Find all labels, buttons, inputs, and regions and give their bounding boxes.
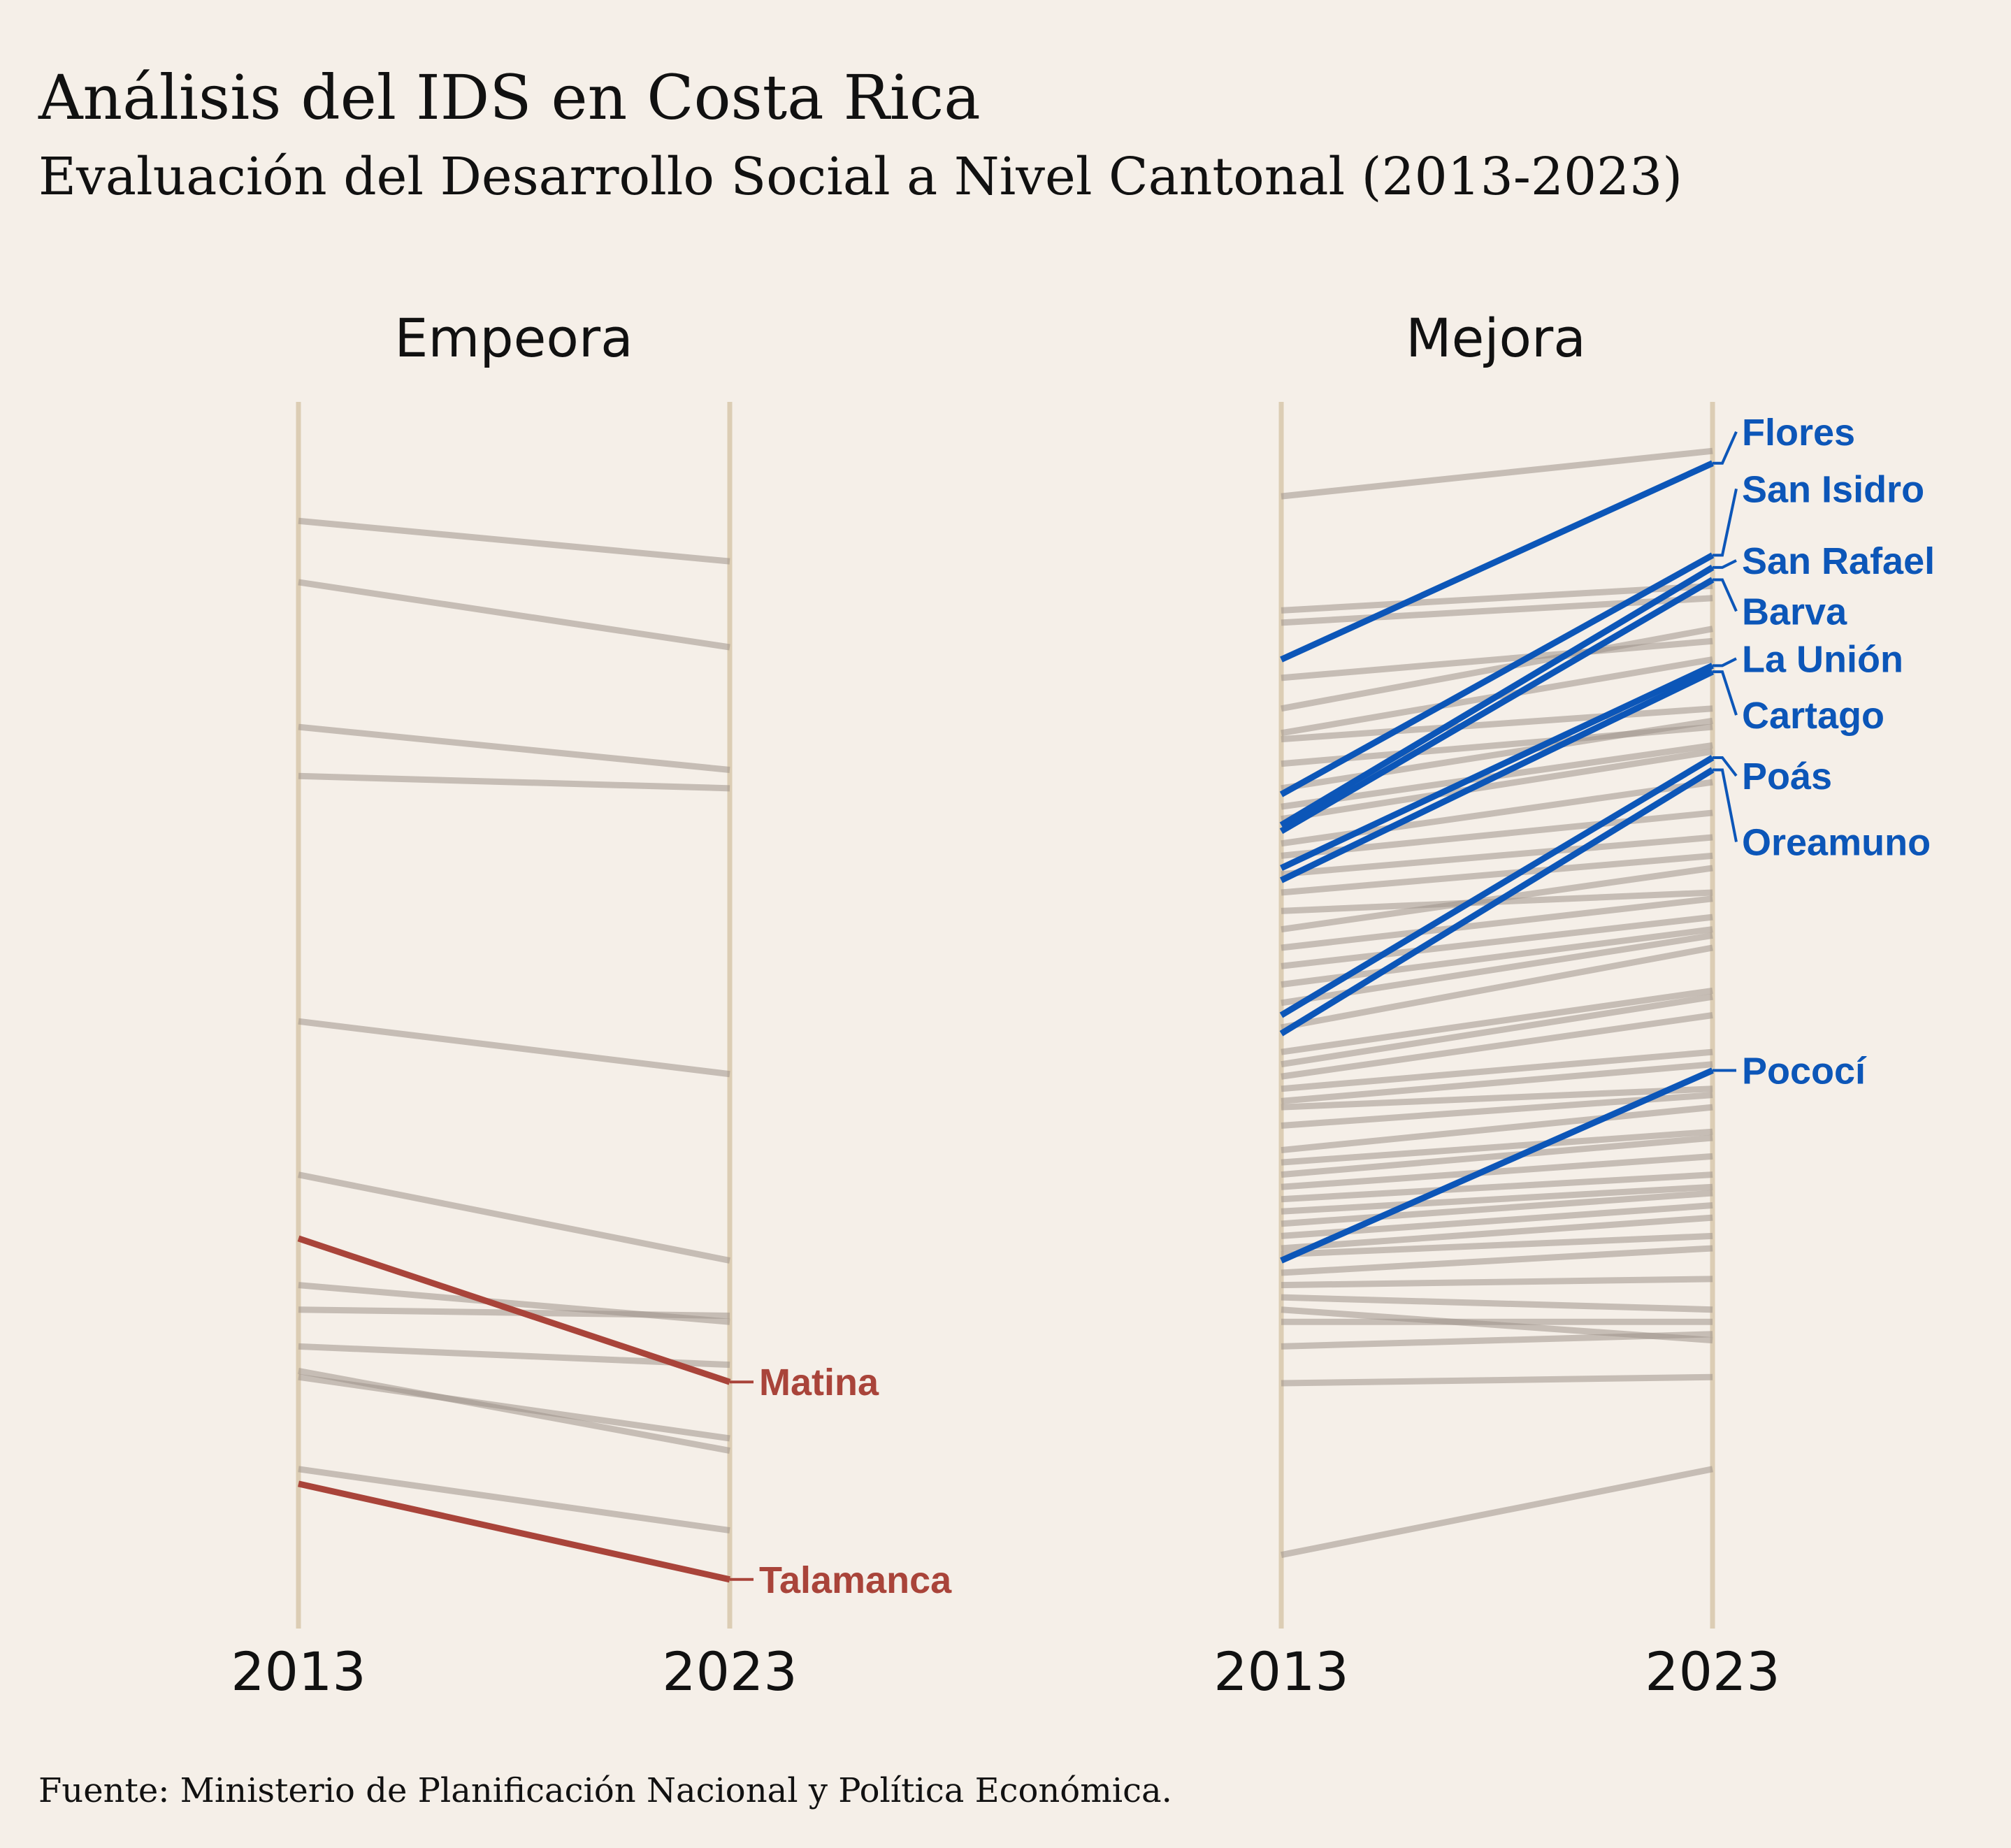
canton-line-empeora-3 [298,723,730,773]
canton-line-mejora-4 [1281,637,1713,681]
label-talamanca: Talamanca [759,1559,952,1601]
axes [296,402,1715,1629]
canton-line-empeora-1 [298,517,730,565]
x-tick-2023-left: 2023 [662,1640,797,1703]
canton-line-empeora-5 [298,1018,730,1078]
x-tick-2013-left: 2013 [231,1640,366,1703]
canton-line-mejora-25 [1281,1012,1713,1080]
canton-line-mejora-23 [1281,987,1713,1055]
canton-line-mejora-14 [1281,834,1713,878]
label-leader-poas [1713,756,1738,777]
highlight-line-san-rafael [1279,565,1715,828]
label-leader-cartago [1713,670,1738,716]
canton-line-mejora-32 [1281,1134,1713,1178]
canton-line-mejora-9 [1281,717,1713,792]
highlight-line-oreamuno [1279,767,1715,1037]
label-barva: Barva [1742,591,1847,633]
canton-line-mejora-11 [1281,748,1713,823]
highlight-line-talamanca [298,1480,730,1583]
canton-line-mejora-19 [1281,914,1713,969]
label-san-isidro: San Isidro [1742,468,1924,510]
label-leader-oreamuno [1713,768,1738,842]
highlight-line-poas [1279,755,1715,1018]
label-cartago: Cartago [1742,695,1884,737]
canton-line-mejora-30 [1281,1104,1713,1154]
canton-line-empeora-9 [298,1343,730,1369]
canton-line-empeora-4 [298,772,730,792]
canton-line-mejora-38 [1281,1214,1713,1252]
canton-line-mejora-7 [1281,705,1713,743]
label-flores: Flores [1742,412,1855,454]
canton-line-mejora-46 [1281,1373,1713,1387]
label-oreamuno: Oreamuno [1742,822,1931,864]
highlight-line-la-union [1280,663,1714,871]
canton-line-empeora-2 [298,579,730,651]
canton-line-mejora-5 [1281,626,1713,712]
canton-line-empeora-11 [298,1373,730,1442]
canton-line-mejora-18 [1281,895,1713,951]
chart-subtitle: Evaluación del Desarrollo Social a Nivel… [38,147,1682,207]
canton-line-mejora-15 [1281,852,1713,896]
label-leader-la-union [1713,657,1737,667]
line-labels: Matina Talamanca Flores San Isidro San Rafae… [730,412,1935,1601]
canton-line-mejora-28 [1281,1085,1713,1111]
canton-line-empeora-6 [298,1171,730,1264]
panel-title-empeora: Empeora [394,307,633,369]
canton-line-mejora-42 [1281,1294,1713,1313]
canton-line-mejora-34 [1281,1171,1713,1203]
label-matina: Matina [759,1362,879,1403]
label-leader-san-rafael [1713,559,1737,569]
canton-line-mejora-45 [1281,1331,1713,1350]
canton-line-mejora-36 [1281,1190,1713,1227]
canton-line-mejora-3 [1281,595,1713,626]
canton-line-mejora-1 [1281,447,1713,500]
canton-line-mejora-40 [1281,1245,1713,1276]
label-poas: Poás [1742,756,1832,797]
highlight-line-flores [1280,460,1714,663]
source-note: Fuente: Ministerio de Planificación Naci… [38,1771,1172,1810]
canton-line-mejora-35 [1281,1183,1713,1215]
canton-line-empeora-12 [298,1466,730,1534]
panel-title-mejora: Mejora [1406,307,1586,369]
highlight-line-pococi [1280,1067,1714,1264]
highlight-line-matina [297,1235,731,1385]
canton-line-mejora-31 [1281,1128,1713,1166]
highlight-line-barva [1279,577,1715,835]
label-leader-san-isidro [1713,488,1738,557]
highlight-lines [297,460,1715,1583]
label-leader-flores [1713,431,1738,465]
canton-line-mejora-22 [1281,944,1713,1031]
canton-line-mejora-47 [1281,1466,1713,1559]
canton-line-mejora-39 [1281,1232,1713,1258]
canton-line-mejora-24 [1281,993,1713,1068]
label-la-union: La Unión [1742,638,1903,680]
label-leader-barva [1713,578,1738,612]
canton-line-mejora-27 [1281,1061,1713,1104]
x-tick-2023-right: 2023 [1645,1640,1780,1703]
chart-title: Análisis del IDS en Costa Rica [38,62,981,133]
highlight-line-cartago [1280,669,1714,883]
grey-lines [298,447,1713,1559]
canton-line-mejora-33 [1281,1153,1713,1190]
label-pococi: Pococí [1742,1050,1867,1092]
highlight-line-san-isidro [1279,552,1715,797]
label-san-rafael: San Rafael [1742,540,1935,582]
canton-line-mejora-41 [1281,1276,1713,1289]
canton-line-mejora-26 [1281,1048,1713,1092]
canton-line-mejora-2 [1281,582,1713,614]
x-tick-2013-right: 2013 [1213,1640,1348,1703]
